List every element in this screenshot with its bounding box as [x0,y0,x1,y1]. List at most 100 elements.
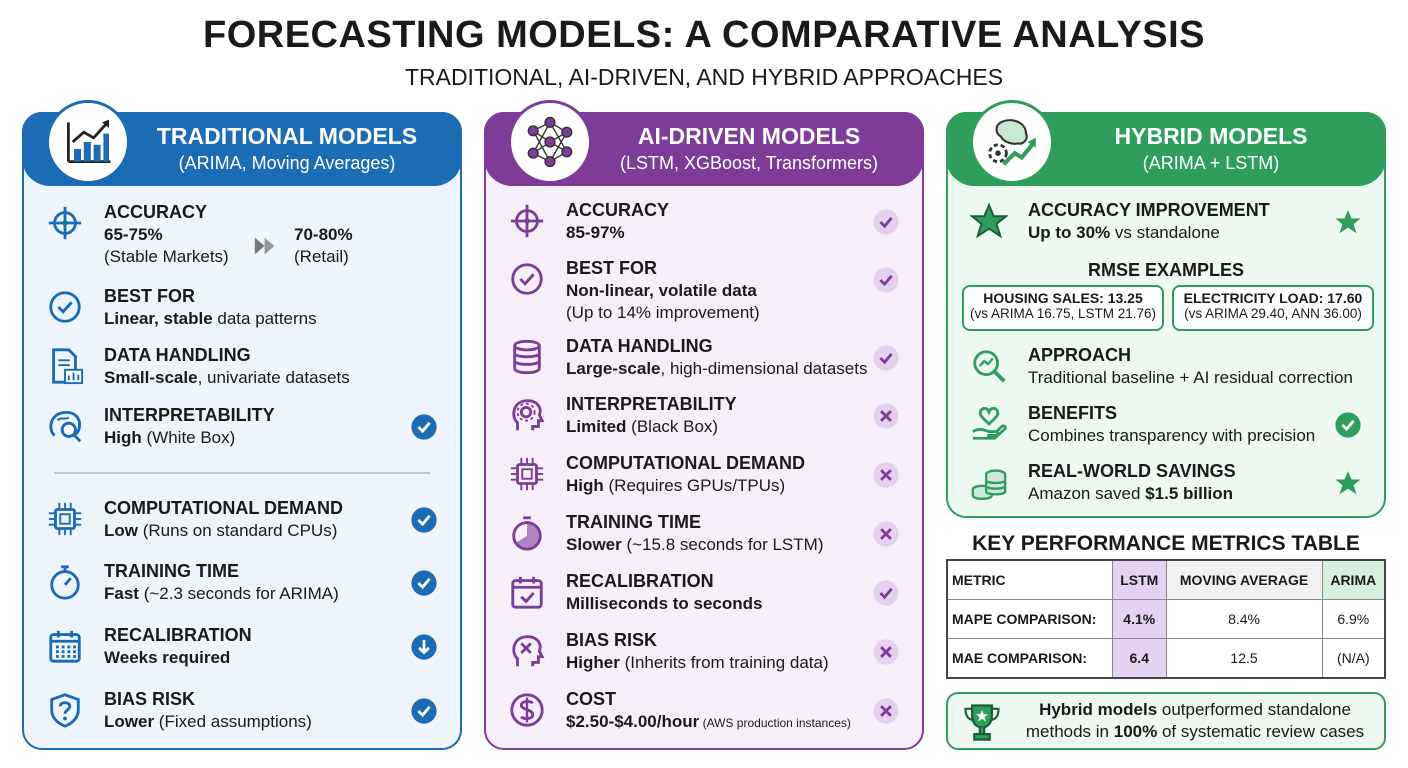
value-line: Small-scale, univariate datasets [104,367,350,389]
feature-icon-svg [49,410,82,443]
feature-label: COMPUTATIONAL DEMAND [104,498,343,518]
value-line: Lower (Fixed assumptions) [104,711,312,733]
table-header: METRIC LSTM MOVING AVERAGE ARIMA [946,559,1386,600]
feature-icon [46,204,84,242]
item-value: Lower (Fixed assumptions) [104,711,312,733]
feature-row: TRAINING TIME Fast (~2.3 seconds for ARIM… [24,561,460,617]
feature-row: BENEFITS Combines transparency with preci… [948,403,1384,459]
item-value: Up to 30% vs standalone [1028,222,1220,244]
table-row: MAPE COMPARISON: 4.1% 8.4% 6.9% [946,599,1386,639]
text-segment: 65-75% [104,225,163,244]
text-segment: Lower [104,712,155,731]
feature-label: BIAS RISK [566,630,658,650]
text-segment: 70-80% [294,225,353,244]
value-line: Amazon saved $1.5 billion [1028,483,1233,505]
header-cell: MOVING AVERAGE [1165,559,1323,600]
text-segment: Higher [566,653,620,672]
feature-row: BEST FOR Non-linear, volatile data (Up to … [486,258,922,322]
rmse-box-detail: (vs ARIMA 16.75, LSTM 21.76) [969,306,1157,321]
feature-icon-svg [513,339,541,375]
feature-label: INTERPRETABILITY [104,405,275,425]
status-icon [872,402,900,430]
value-line: Up to 30% vs standalone [1028,222,1220,244]
feature-label: APPROACH [1028,345,1132,365]
cell: 4.1% [1112,599,1167,639]
feature-icon-svg [512,635,545,667]
feature-row: REAL-WORLD SAVINGS Amazon saved $1.5 bill… [948,461,1384,517]
feature-icon [970,347,1008,385]
feature-icon [46,407,84,445]
status-icon-svg [873,698,899,724]
text-segment: 100% [1113,722,1158,741]
feature-icon [508,691,546,729]
footer-callout: Hybrid models outperformed standalone me… [946,692,1386,750]
status-icon [410,697,438,725]
feature-label: TRAINING TIME [566,512,701,532]
divider [54,472,430,474]
rmse-title: RMSE EXAMPLES [1087,260,1245,280]
feature-icon [508,396,546,434]
feature-icon [46,288,84,326]
panel-header: TRADITIONAL MODELS (ARIMA, Moving Average… [22,100,462,186]
item-value: $2.50-$4.00/hour (AWS production instanc… [566,711,851,734]
header-icon [970,100,1054,184]
feature-row: BIAS RISK Lower (Fixed assumptions) [24,689,460,745]
text-segment: Slower [566,535,622,554]
rmse-box-title: HOUSING SALES: 13.25 [983,290,1143,306]
cell: 6.4 [1112,638,1167,679]
value-line: Fast (~2.3 seconds for ARIMA) [104,583,339,605]
status-icon [410,506,438,534]
item-value: 65-75% (Stable Markets) [104,224,229,268]
rmse-box: HOUSING SALES: 13.25 (vs ARIMA 16.75, LST… [962,285,1164,331]
feature-row: ACCURACY 65-75% (Stable Markets) 70-80% (Ret… [24,202,460,266]
feature-row: COST $2.50-$4.00/hour (AWS production ins… [486,689,922,745]
value-line: Large-scale, high-dimensional datasets [566,358,867,380]
cell: MAPE COMPARISON: [946,599,1113,639]
value-line: Low (Runs on standard CPUs) [104,520,337,542]
text-segment: Amazon saved [1028,484,1146,503]
text-segment: outperformed standalone methods in [1025,700,1356,741]
feature-label: DATA HANDLING [104,345,251,365]
text-segment: Hybrid models [1039,700,1158,719]
panel-title: AI-DRIVEN MODELS [637,123,861,149]
value-line: (Retail) [294,246,353,268]
status-icon [1334,411,1362,439]
panel-subtitle: (ARIMA, Moving Averages) [178,153,396,173]
header-icon [46,100,130,184]
item-value: Higher (Inherits from training data) [566,652,829,674]
panel-subtitle: (ARIMA + LSTM) [1142,153,1280,173]
feature-icon-svg [510,204,544,238]
text-segment: , univariate datasets [197,368,350,387]
item-value: 70-80% (Retail) [294,224,353,268]
text-segment: Traditional baseline + AI residual corre… [1028,368,1353,387]
metrics-table: METRIC LSTM MOVING AVERAGE ARIMA MAPE CO… [946,559,1386,679]
text-segment: Combines transparency with precision [1028,426,1316,445]
value-line: 70-80% [294,224,353,246]
feature-label: RECALIBRATION [566,571,714,591]
feature-icon-svg [511,263,543,295]
header-icon-svg [527,116,573,168]
value-line: Weeks required [104,647,230,669]
feature-label: BENEFITS [1028,403,1118,423]
feature-label: COMPUTATIONAL DEMAND [566,453,805,473]
value-line: 65-75% [104,224,229,246]
feature-icon-svg [969,202,1009,239]
feature-label: BEST FOR [566,258,658,278]
text-segment: (Black Box) [626,417,719,436]
feature-icon [46,347,84,385]
table-row: MAE COMPARISON: 6.4 12.5 (N/A) [946,638,1386,679]
rmse-box-title: ELECTRICITY LOAD: 17.60 [1183,290,1363,306]
feature-row: APPROACH Traditional baseline + AI residu… [948,345,1384,401]
feature-row: INTERPRETABILITY High (White Box) [24,405,460,461]
status-icon [872,638,900,666]
item-value: Amazon saved $1.5 billion [1028,483,1233,505]
feature-label: ACCURACY IMPROVEMENT [1028,200,1270,220]
feature-label: INTERPRETABILITY [566,394,737,414]
feature-icon [969,202,1009,240]
rmse-box: ELECTRICITY LOAD: 17.60 (vs ARIMA 29.40, … [1172,285,1374,331]
text-segment: Large-scale [566,359,661,378]
status-icon-svg [873,639,899,665]
feature-icon-svg [510,693,544,727]
panel-subtitle: (LSTM, XGBoost, Transformers) [619,153,879,173]
feature-icon-svg [510,457,544,491]
